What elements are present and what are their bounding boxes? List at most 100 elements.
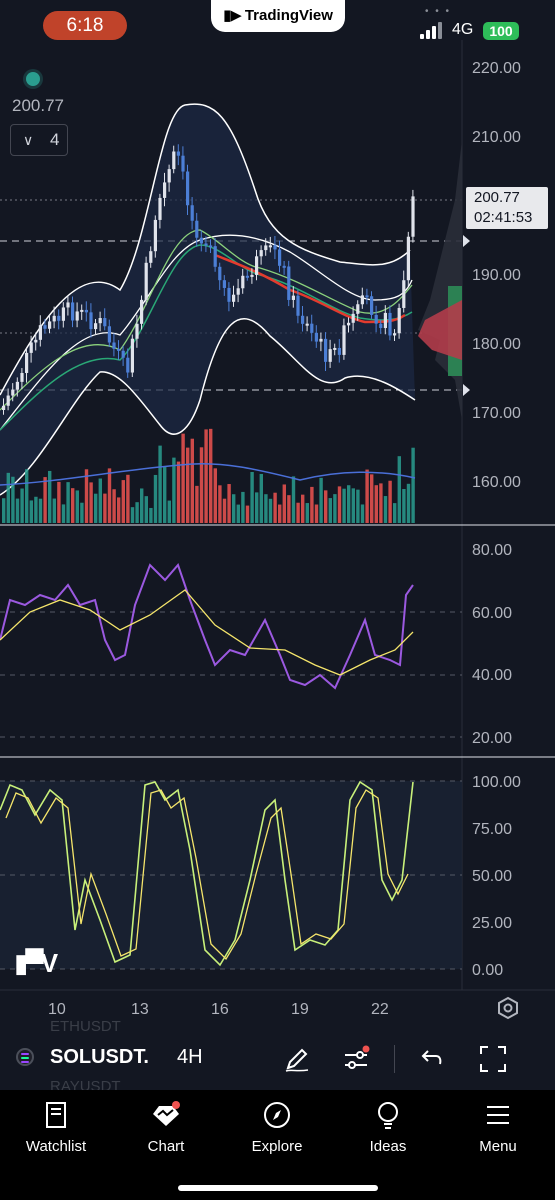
candle-body — [112, 342, 116, 349]
volume-bar — [84, 469, 89, 523]
nav-explore[interactable]: Explore — [227, 1100, 327, 1155]
candle-body — [314, 332, 318, 342]
chart-canvas[interactable]: 220.00 210.00 190.00 180.00 170.00 160.0… — [0, 40, 555, 1025]
volume-bar — [98, 478, 102, 523]
volume-bar — [241, 491, 245, 523]
volume-bar — [319, 477, 323, 523]
candle-body — [291, 295, 295, 300]
stoch-axis-label: 0.00 — [472, 962, 503, 979]
candle-body — [360, 295, 364, 305]
indicator-count: 4 — [50, 130, 60, 149]
more-dots-icon: • • • — [425, 6, 452, 17]
volume-bar — [158, 445, 162, 523]
symbol-button[interactable]: SOLUSDT. — [50, 1046, 149, 1068]
volume-bar — [268, 498, 273, 523]
nav-watchlist[interactable]: Watchlist — [6, 1100, 106, 1155]
level-marker-arrow — [463, 235, 470, 247]
candle-body — [356, 304, 360, 314]
candle-body — [130, 338, 134, 373]
badge-countdown: 02:41:53 — [474, 209, 533, 226]
date-axis-label: 10 — [48, 1001, 66, 1018]
volume-bar — [255, 492, 259, 523]
volume-bar — [163, 466, 167, 523]
candle-body — [153, 219, 157, 252]
candle-body — [29, 342, 33, 353]
volume-bar — [356, 489, 360, 523]
stoch-k-line — [0, 780, 414, 967]
price-axis-label: 220.00 — [472, 60, 521, 77]
tradingview-banner[interactable]: ▮▶ TradingView — [211, 0, 345, 32]
undo-icon[interactable] — [416, 1044, 446, 1074]
candle-body — [232, 294, 236, 302]
volume-bar — [204, 429, 208, 523]
date-axis-label: 19 — [291, 1001, 309, 1018]
volume-bar — [61, 504, 66, 523]
live-status-dot — [26, 72, 40, 86]
candle-body — [347, 322, 351, 326]
candle-body — [144, 262, 148, 300]
fullscreen-icon[interactable] — [478, 1044, 508, 1074]
volume-bar — [365, 469, 369, 523]
candle-body — [273, 245, 277, 250]
timeframe-button[interactable]: 4H — [177, 1046, 203, 1068]
indicators-sliders-icon[interactable] — [341, 1044, 371, 1074]
volume-bar — [314, 504, 319, 523]
candle-body — [397, 307, 401, 334]
candle-body — [89, 312, 93, 330]
candle-body — [163, 182, 167, 198]
candle-body — [351, 313, 355, 323]
signal-icon — [420, 22, 446, 39]
volume-bar — [209, 428, 213, 523]
candle-body — [15, 381, 19, 390]
nav-chart[interactable]: Chart — [116, 1100, 216, 1155]
volume-bar — [15, 498, 20, 523]
candle-body — [370, 296, 374, 315]
volume-bar — [351, 488, 355, 523]
volume-ma-line — [0, 462, 416, 486]
volume-bar — [310, 486, 314, 523]
candle-body — [186, 171, 190, 206]
level-marker-arrow — [463, 384, 470, 396]
settings-icon[interactable] — [496, 996, 520, 1020]
lightbulb-icon — [378, 1102, 398, 1129]
bollinger-basis — [0, 234, 413, 431]
nav-menu[interactable]: Menu — [448, 1100, 548, 1155]
volume-bar — [186, 447, 190, 523]
candle-body — [6, 395, 10, 406]
price-axis-label: 190.00 — [472, 267, 521, 284]
volume-bar — [360, 504, 365, 523]
volume-bar — [149, 507, 153, 523]
volume-bar — [328, 498, 332, 523]
candle-body — [75, 311, 79, 321]
candle-body — [319, 338, 323, 342]
draw-pen-icon[interactable] — [282, 1044, 312, 1074]
volume-bar — [103, 493, 107, 523]
volume-bar — [406, 483, 411, 523]
candle-body — [181, 155, 185, 172]
candle-body — [245, 275, 249, 278]
volume-bar — [29, 500, 33, 523]
last-price-badge: 200.77 02:41:53 — [466, 187, 548, 229]
volume-bar — [167, 500, 171, 523]
stoch-axis-label: 100.00 — [472, 774, 521, 791]
tradingview-logo-icon: ▮▶ — [223, 7, 242, 24]
volume-bar — [278, 504, 282, 523]
candle-body — [2, 405, 6, 410]
volume-bar — [305, 503, 309, 523]
moving-average-line — [0, 244, 413, 431]
volume-bar — [374, 485, 378, 523]
volume-bar — [66, 482, 70, 523]
volume-bar — [89, 482, 93, 523]
rsi-axis-label: 20.00 — [472, 730, 512, 747]
volume-bar — [107, 468, 112, 523]
volume-bar — [397, 456, 401, 523]
nav-ideas[interactable]: Ideas — [338, 1100, 438, 1155]
candle-body — [204, 243, 208, 246]
volume-bar — [222, 498, 227, 523]
candle-body — [255, 256, 259, 275]
candle-body — [227, 287, 231, 302]
candle-body — [190, 205, 194, 221]
candle-body — [80, 309, 84, 312]
network-type: 4G — [452, 21, 474, 38]
indicator-count-button[interactable]: ∨ 4 — [10, 124, 68, 156]
